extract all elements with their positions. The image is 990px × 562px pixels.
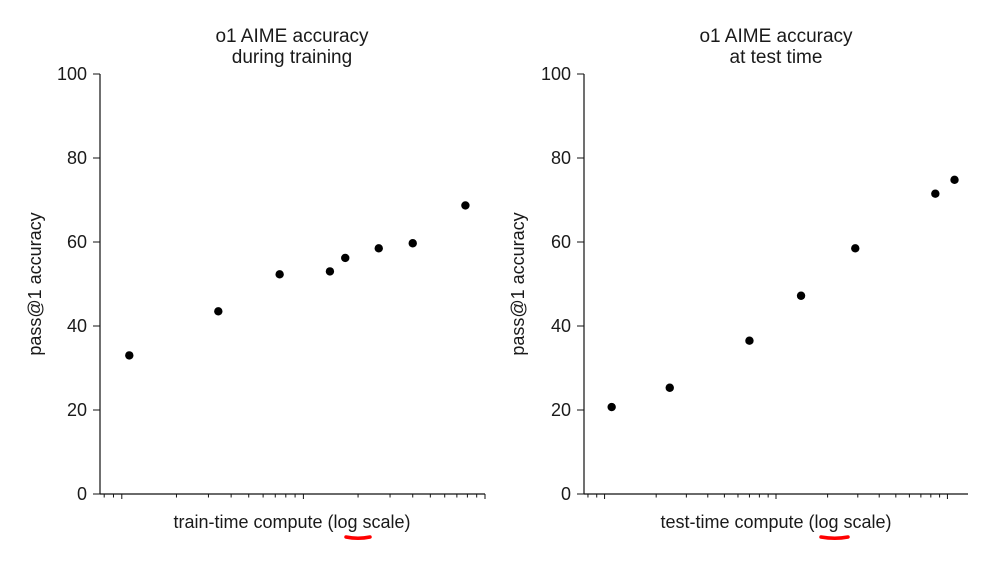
chart-title-line-1: o1 AIME accuracy xyxy=(699,26,853,47)
data-point xyxy=(745,336,754,345)
y-axis-ticks: 0 20 40 60 80 100 xyxy=(541,64,584,504)
chart-title-line-2: at test time xyxy=(730,47,823,68)
log-underline-annotation xyxy=(344,535,372,540)
y-tick-label: 80 xyxy=(67,148,87,168)
data-point xyxy=(125,351,134,360)
data-point xyxy=(341,253,350,263)
data-point xyxy=(408,239,417,248)
y-axis-label: pass@1 accuracy xyxy=(508,212,528,355)
data-point xyxy=(851,244,860,253)
y-tick-label: 0 xyxy=(77,484,87,504)
data-point xyxy=(461,201,470,210)
log-underline-annotation xyxy=(819,535,850,540)
y-tick-label: 60 xyxy=(551,232,571,252)
y-tick-label: 40 xyxy=(551,316,571,336)
data-point xyxy=(607,402,616,412)
x-axis-minor-ticks xyxy=(587,494,948,499)
train-chart: o1 AIME accuracy during training pass@1 … xyxy=(25,26,486,540)
data-point xyxy=(275,270,284,279)
y-tick-label: 0 xyxy=(561,484,571,504)
data-point xyxy=(374,244,383,253)
test-chart: o1 AIME accuracy at test time pass@1 acc… xyxy=(508,26,968,540)
y-tick-label: 100 xyxy=(57,64,87,84)
y-tick-label: 80 xyxy=(551,148,571,168)
y-axis-ticks: 0 20 40 60 80 100 xyxy=(57,64,100,504)
y-tick-label: 40 xyxy=(67,316,87,336)
data-points xyxy=(607,175,959,412)
chart-title-line-1: o1 AIME accuracy xyxy=(215,26,369,47)
chart-title-line-2: during training xyxy=(232,47,352,68)
y-axis-label: pass@1 accuracy xyxy=(25,212,45,355)
data-point xyxy=(796,291,806,300)
data-points xyxy=(125,201,470,360)
data-point xyxy=(931,189,940,198)
data-point xyxy=(950,175,959,185)
y-tick-label: 100 xyxy=(541,64,571,84)
x-axis-minor-ticks xyxy=(103,494,486,499)
x-axis-label: test-time compute (log scale) xyxy=(660,512,891,532)
y-tick-label: 20 xyxy=(67,400,87,420)
data-point xyxy=(665,383,674,392)
data-point xyxy=(214,307,223,316)
x-axis-label: train-time compute (log scale) xyxy=(173,512,410,532)
y-tick-label: 60 xyxy=(67,232,87,252)
data-point xyxy=(325,267,335,276)
y-tick-label: 20 xyxy=(551,400,571,420)
